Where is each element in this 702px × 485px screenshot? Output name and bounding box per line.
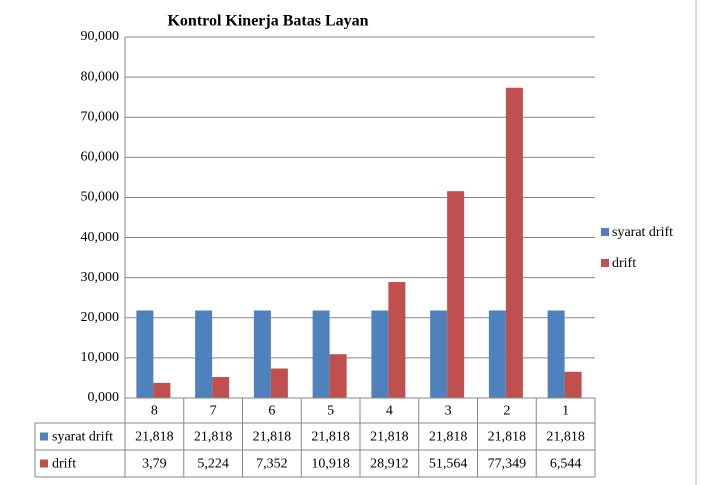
x-tick-label: 8 (151, 404, 158, 419)
table-cell: 21,818 (546, 430, 585, 445)
table-cell: 7,352 (256, 457, 288, 472)
table-cell: 77,349 (488, 457, 527, 472)
bar (153, 382, 171, 398)
bar (564, 371, 582, 398)
bar (371, 310, 389, 398)
table-cell: 3,79 (142, 457, 167, 472)
y-tick-label: 60,000 (81, 150, 120, 165)
bar (388, 282, 406, 398)
y-tick-label: 70,000 (81, 109, 120, 124)
table-cell: 21,818 (135, 430, 174, 445)
bar (136, 310, 154, 398)
bar (488, 310, 506, 398)
bar (430, 310, 448, 398)
legend-label: syarat drift (612, 225, 673, 240)
y-tick-label: 80,000 (81, 69, 120, 84)
table-cell: 28,912 (370, 457, 409, 472)
x-tick-label: 4 (386, 404, 393, 419)
y-tick-label: 30,000 (81, 270, 120, 285)
table-cell: 21,818 (370, 430, 409, 445)
table-cell: 21,818 (311, 430, 350, 445)
y-tick-label: 50,000 (81, 190, 120, 205)
table-legend-key (40, 432, 48, 441)
chart-title: Kontrol Kinerja Batas Layan (167, 13, 368, 30)
x-tick-label: 7 (210, 404, 217, 419)
x-tick-label: 3 (445, 404, 452, 419)
bar (447, 191, 465, 398)
y-tick-label: 10,000 (81, 350, 120, 365)
table-cell: 21,818 (488, 430, 527, 445)
bar (329, 354, 347, 398)
bar (547, 310, 565, 398)
table-cell: 5,224 (197, 457, 229, 472)
table-cell: 51,564 (429, 457, 468, 472)
bar (253, 310, 271, 398)
y-tick-label: 0,000 (88, 390, 120, 405)
table-cell: 6,544 (550, 457, 582, 472)
legend-key (601, 259, 609, 267)
legend-key (601, 228, 609, 236)
table-row-header: syarat drift (52, 430, 113, 445)
x-tick-label: 2 (503, 404, 510, 419)
y-tick-label: 20,000 (81, 310, 120, 325)
bar (505, 87, 523, 398)
table-legend-key (40, 459, 48, 468)
table-cell: 21,818 (429, 430, 468, 445)
table-cell: 21,818 (253, 430, 292, 445)
bar (270, 368, 288, 398)
table-cell: 10,918 (311, 457, 350, 472)
table-row-header: drift (52, 457, 76, 472)
table-cell: 21,818 (194, 430, 233, 445)
x-tick-label: 1 (562, 404, 569, 419)
y-tick-label: 40,000 (81, 230, 120, 245)
x-tick-label: 5 (327, 404, 334, 419)
x-tick-label: 6 (268, 404, 275, 419)
legend-label: drift (612, 256, 636, 271)
y-tick-label: 90,000 (81, 29, 120, 44)
bar (212, 377, 230, 398)
bar (312, 310, 330, 398)
bar (195, 310, 213, 398)
